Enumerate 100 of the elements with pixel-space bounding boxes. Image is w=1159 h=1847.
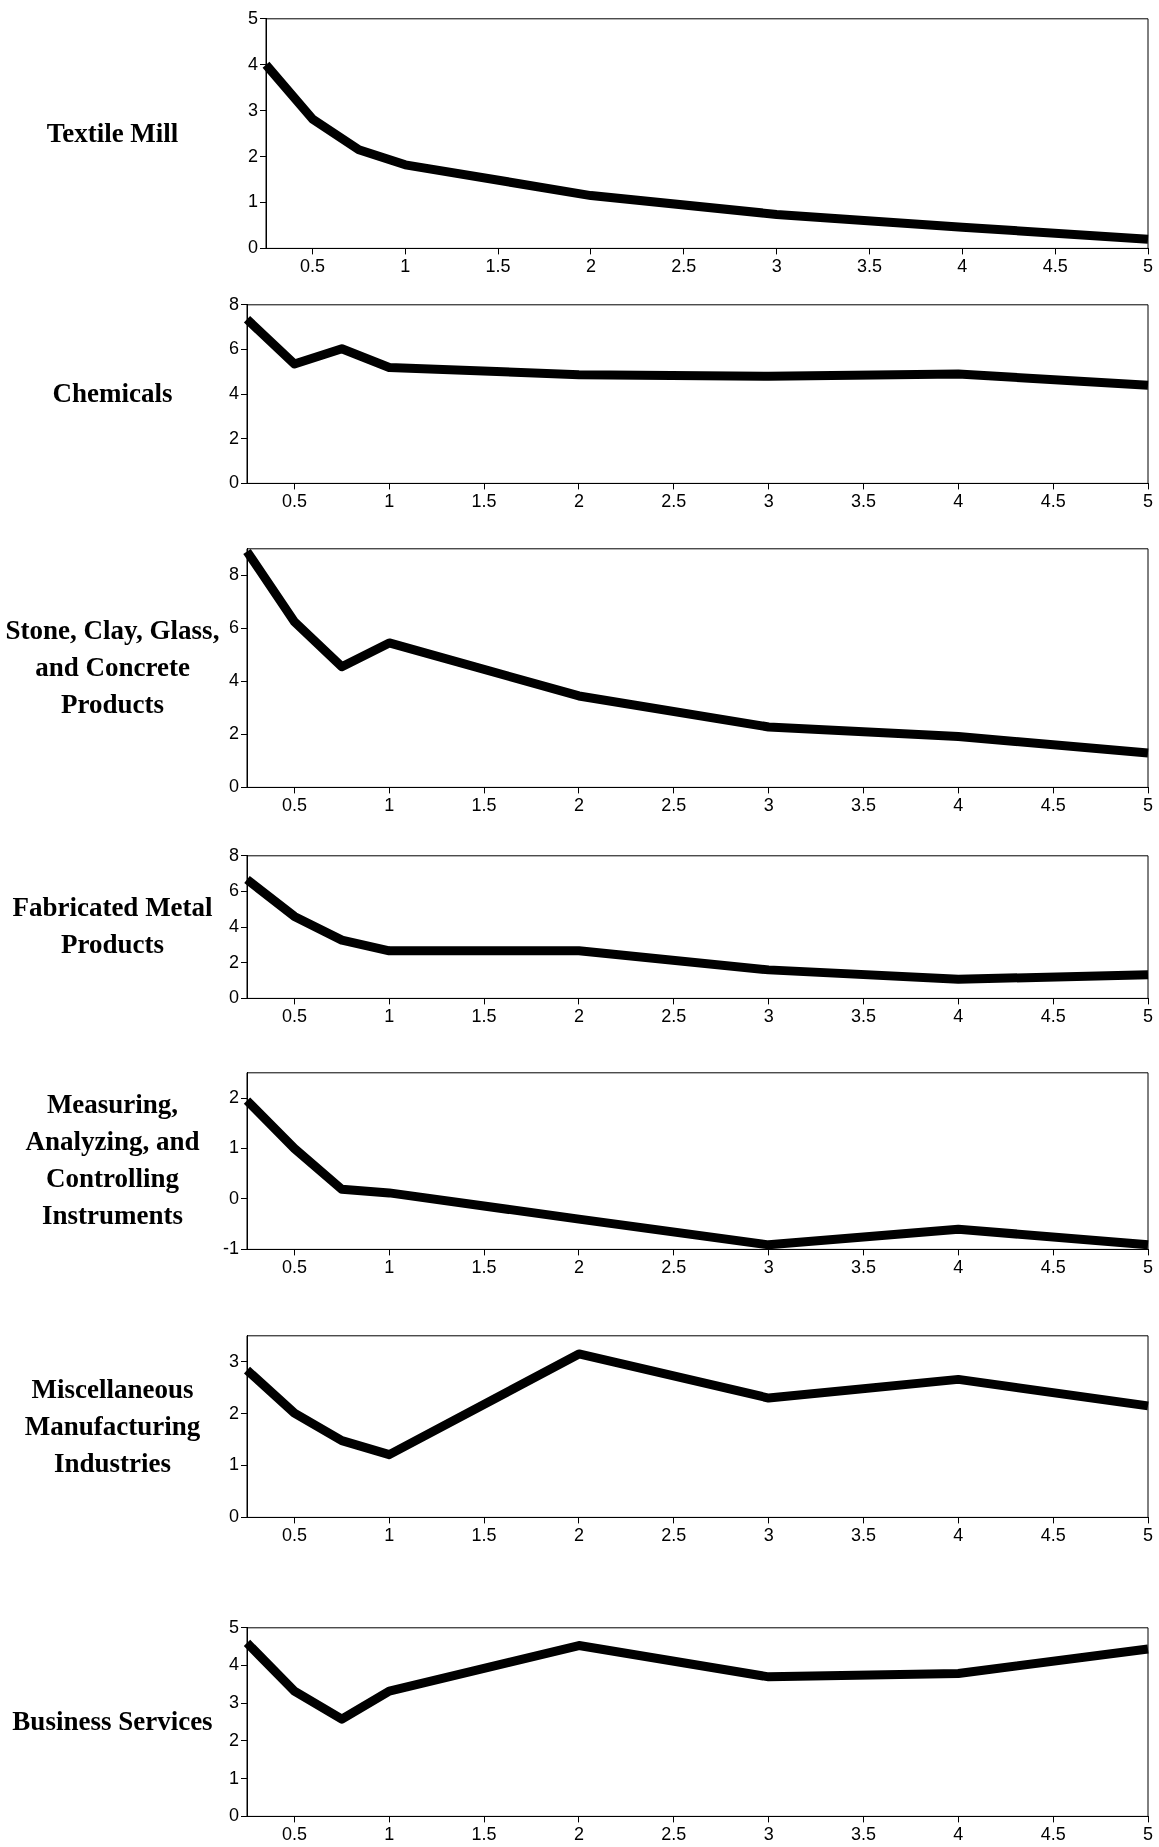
x-tick-label: 4.5 bbox=[1042, 256, 1068, 277]
x-tick-label: 5 bbox=[1142, 491, 1154, 512]
y-tick-label: 3 bbox=[247, 99, 258, 120]
x-tick-label: 4.5 bbox=[1040, 491, 1066, 512]
y-tick-label: 1 bbox=[228, 1137, 239, 1158]
y-axis-title: Stone, Clay, Glass, and Concrete Products bbox=[4, 613, 221, 721]
y-tick-label: 2 bbox=[228, 1729, 239, 1750]
x-tick-label: 2.5 bbox=[661, 1257, 687, 1278]
x-tick-label: 4 bbox=[953, 491, 964, 512]
x-tick-label: 2.5 bbox=[661, 1525, 687, 1546]
y-tick-label: 4 bbox=[228, 1654, 239, 1675]
x-tick-label: 3 bbox=[763, 795, 774, 816]
x-tick-label: 3.5 bbox=[850, 491, 876, 512]
y-tick-label: 5 bbox=[247, 7, 258, 28]
x-tick-label: 2.5 bbox=[661, 491, 687, 512]
x-tick-label: 1 bbox=[384, 1525, 395, 1546]
y-tick-label: 0 bbox=[228, 1506, 239, 1527]
x-tick-label: 3.5 bbox=[850, 1824, 876, 1845]
x-tick-label: 1 bbox=[384, 795, 395, 816]
x-tick-label: 4 bbox=[957, 256, 968, 277]
x-tick-label: 1 bbox=[384, 1824, 395, 1845]
y-tick-label: 1 bbox=[247, 191, 258, 212]
x-tick-label: 0.5 bbox=[281, 1525, 307, 1546]
y-tick-label: 1 bbox=[228, 1767, 239, 1788]
y-tick-label: 8 bbox=[228, 844, 239, 865]
x-tick-label: 4.5 bbox=[1040, 795, 1066, 816]
y-tick-label: 0 bbox=[228, 472, 239, 493]
y-tick-label: 0 bbox=[228, 987, 239, 1008]
y-tick-label: 8 bbox=[228, 293, 239, 314]
x-tick-label: 2 bbox=[585, 256, 596, 277]
x-tick-label: 4 bbox=[953, 1006, 964, 1027]
x-tick-label: 0.5 bbox=[281, 795, 307, 816]
y-axis-title: Chemicals bbox=[51, 376, 174, 410]
y-tick-label: 8 bbox=[228, 564, 239, 585]
x-tick-label: 4 bbox=[953, 795, 964, 816]
y-tick-label: 2 bbox=[228, 723, 239, 744]
y-tick-label: 0 bbox=[228, 1187, 239, 1208]
x-tick-label: 2 bbox=[573, 491, 584, 512]
y-tick-label: 2 bbox=[228, 1087, 239, 1107]
x-tick-label: 2.5 bbox=[661, 795, 687, 816]
x-tick-label: 1 bbox=[384, 1257, 395, 1278]
x-tick-label: 3.5 bbox=[850, 1006, 876, 1027]
x-tick-label: 4.5 bbox=[1040, 1824, 1066, 1845]
x-tick-label: 0.5 bbox=[281, 1824, 307, 1845]
x-tick-label: 3 bbox=[763, 1006, 774, 1027]
x-tick-label: 2 bbox=[573, 1257, 584, 1278]
x-tick-label: 4 bbox=[953, 1824, 964, 1845]
x-tick-label: 0.5 bbox=[281, 491, 307, 512]
y-tick-label: 6 bbox=[228, 880, 239, 901]
x-tick-label: 1.5 bbox=[471, 1257, 497, 1278]
x-tick-label: 1 bbox=[384, 1006, 395, 1027]
x-tick-label: 2.5 bbox=[671, 256, 697, 277]
y-tick-label: 0 bbox=[247, 237, 258, 258]
y-axis-title: Measuring, Analyzing, and Controlling Instruments bbox=[24, 1088, 201, 1232]
x-tick-label: 5 bbox=[1142, 795, 1154, 816]
y-tick-label: 2 bbox=[247, 145, 258, 166]
x-tick-label: 3 bbox=[763, 1525, 774, 1546]
x-tick-label: 5 bbox=[1142, 1824, 1154, 1845]
x-tick-label: 2 bbox=[573, 1824, 584, 1845]
x-tick-label: 0.5 bbox=[281, 1006, 307, 1027]
x-tick-label: 5 bbox=[1142, 256, 1154, 277]
x-tick-label: 1.5 bbox=[471, 1006, 497, 1027]
x-tick-label: 4 bbox=[953, 1525, 964, 1546]
x-tick-label: 3.5 bbox=[850, 1257, 876, 1278]
y-tick-label: 4 bbox=[247, 53, 258, 74]
x-tick-label: 3.5 bbox=[856, 256, 882, 277]
x-tick-label: 3.5 bbox=[850, 1525, 876, 1546]
y-axis-title: Textile Mill bbox=[45, 116, 180, 149]
y-tick-label: 3 bbox=[228, 1692, 239, 1713]
y-axis-title: Business Services bbox=[11, 1704, 214, 1738]
y-tick-label: -1 bbox=[222, 1238, 239, 1259]
x-tick-label: 1.5 bbox=[471, 491, 497, 512]
y-tick-label: 4 bbox=[228, 916, 239, 937]
x-tick-label: 4.5 bbox=[1040, 1257, 1066, 1278]
y-axis-title: Miscellaneous Manufacturing Industries bbox=[23, 1372, 202, 1479]
y-tick-label: 2 bbox=[228, 1402, 239, 1423]
y-tick-label: 6 bbox=[228, 617, 239, 638]
y-tick-label: 2 bbox=[228, 427, 239, 448]
x-tick-label: 5 bbox=[1142, 1525, 1154, 1546]
x-tick-label: 1 bbox=[384, 491, 395, 512]
x-tick-label: 1.5 bbox=[471, 1824, 497, 1845]
y-tick-label: 2 bbox=[228, 951, 239, 972]
x-tick-label: 4.5 bbox=[1040, 1006, 1066, 1027]
y-tick-label: 3 bbox=[228, 1350, 239, 1371]
y-axis-title: Fabricated Metal Products bbox=[11, 891, 214, 961]
y-tick-label: 4 bbox=[228, 670, 239, 691]
x-tick-label: 3.5 bbox=[850, 795, 876, 816]
x-tick-label: 2 bbox=[573, 795, 584, 816]
x-tick-label: 4 bbox=[953, 1257, 964, 1278]
x-tick-label: 1.5 bbox=[471, 795, 497, 816]
x-tick-label: 3 bbox=[763, 1824, 774, 1845]
x-tick-label: 2.5 bbox=[661, 1824, 687, 1845]
y-tick-label: 0 bbox=[228, 1805, 239, 1826]
x-tick-label: 2 bbox=[573, 1525, 584, 1546]
x-tick-label: 0.5 bbox=[299, 256, 325, 277]
y-tick-label: 4 bbox=[228, 383, 239, 404]
y-tick-label: 5 bbox=[228, 1616, 239, 1637]
y-tick-label: 6 bbox=[228, 338, 239, 359]
y-tick-label: 1 bbox=[228, 1454, 239, 1475]
x-tick-label: 1.5 bbox=[471, 1525, 497, 1546]
